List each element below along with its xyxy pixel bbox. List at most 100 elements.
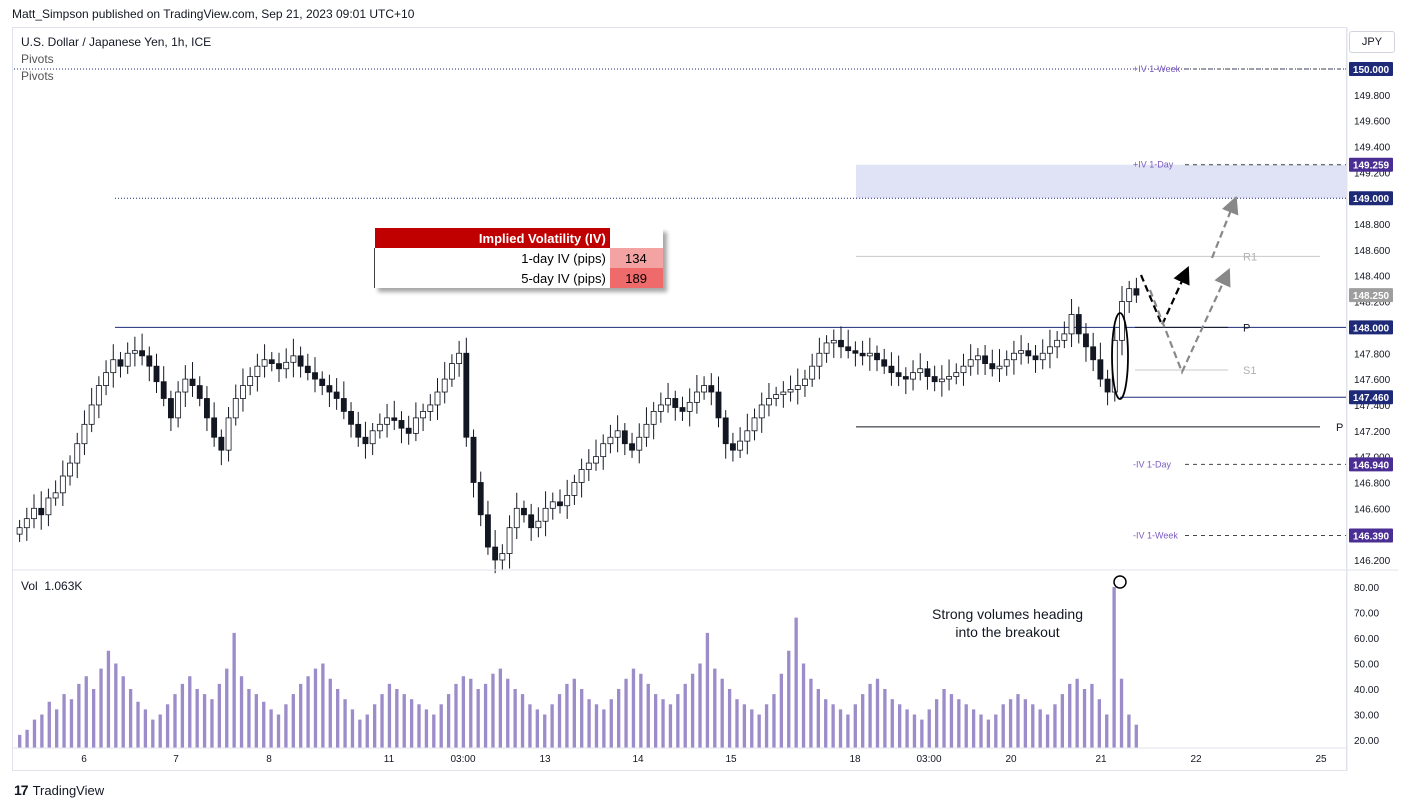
candle-body: [780, 391, 787, 396]
time-tick-label: 13: [539, 754, 551, 765]
candle-body: [1018, 350, 1025, 354]
price-tick-label: 149.400: [1354, 143, 1391, 154]
brand-name: TradingView: [32, 782, 105, 798]
price-label-text: 148.000: [1353, 323, 1390, 334]
candle-body: [960, 365, 967, 374]
candle-body: [470, 436, 477, 483]
candle-body: [715, 391, 722, 419]
candle-body: [549, 501, 556, 509]
candle-body: [167, 398, 174, 419]
candle-body: [1090, 346, 1097, 361]
volume-tick-label: 30.00: [1354, 711, 1379, 722]
candle-body: [1003, 359, 1010, 367]
candle-body: [1025, 350, 1032, 357]
candle-body: [614, 430, 621, 438]
candle-body: [427, 404, 434, 412]
time-tick-label: 21: [1095, 754, 1107, 765]
candle-body: [434, 391, 441, 406]
volume-tick-label: 40.00: [1354, 685, 1379, 696]
candle-body: [355, 423, 362, 438]
candle-body: [59, 475, 66, 494]
symbol-title[interactable]: U.S. Dollar / Japanese Yen, 1h, ICE: [21, 35, 212, 49]
candle-body: [535, 520, 542, 529]
price-tick-label: 148.600: [1354, 246, 1391, 257]
candle-body: [477, 482, 484, 516]
price-tick-label: 147.600: [1354, 375, 1391, 386]
candle-body: [276, 363, 282, 370]
scenario-arrow-gray-low: [1148, 268, 1231, 375]
candle-body: [376, 423, 383, 432]
candle-body: [485, 514, 491, 548]
candle-body: [23, 518, 30, 529]
time-tick-label: 6: [81, 754, 87, 765]
iv-row2-value: 189: [609, 268, 663, 288]
candle-body: [830, 339, 837, 344]
candle-body: [564, 494, 571, 507]
candle-body: [348, 411, 354, 425]
candle-body: [600, 443, 607, 458]
candle-body: [513, 507, 520, 529]
candle-body: [31, 507, 37, 520]
scenario-arrow-gray-high: [1210, 195, 1239, 259]
indicator-pivots-1[interactable]: Pivots: [21, 52, 54, 66]
candle-body: [312, 372, 318, 380]
candle-body: [290, 355, 297, 363]
candle-body: [693, 391, 700, 403]
price-label-box: [1349, 62, 1393, 76]
candle-body: [204, 398, 210, 419]
candle-body: [448, 363, 455, 380]
candle-body: [917, 368, 924, 374]
time-tick-label: 14: [632, 754, 644, 765]
price-tick-label: 148.400: [1354, 272, 1391, 283]
candle-body: [521, 507, 527, 516]
time-tick-label: 25: [1315, 754, 1327, 765]
candle-body: [1075, 314, 1082, 335]
candle-body: [571, 482, 578, 496]
candle-body: [67, 462, 73, 477]
iv-level-label-2: -IV 1-Day: [1133, 459, 1172, 469]
candle-body: [391, 417, 398, 421]
candle-body: [708, 385, 715, 393]
price-tick-label: 146.600: [1354, 504, 1391, 515]
candle-body: [1061, 333, 1068, 341]
time-tick-label: 03:00: [916, 754, 941, 765]
candle-body: [297, 355, 304, 367]
candle-body: [456, 352, 463, 364]
candle-body: [160, 381, 167, 399]
candle-body: [528, 514, 535, 529]
candle-body: [175, 391, 182, 419]
candle-body: [463, 352, 470, 438]
candle-body: [211, 417, 218, 438]
tradingview-logo[interactable]: 17 TradingView: [14, 782, 104, 798]
candle-body: [888, 365, 895, 374]
candle-body: [953, 372, 960, 377]
price-tick-label: 149.600: [1354, 117, 1391, 128]
time-tick-label: 22: [1190, 754, 1202, 765]
price-tick-label: 146.200: [1354, 556, 1391, 567]
candle-body: [189, 378, 196, 386]
indicator-pivots-2[interactable]: Pivots: [21, 69, 54, 83]
candle-body: [593, 456, 599, 464]
candle-body: [686, 401, 693, 412]
candle-body: [1010, 352, 1017, 361]
volume-title: Vol: [21, 579, 38, 593]
candle-body: [499, 553, 506, 561]
candle-body: [74, 443, 81, 464]
time-tick-label: 18: [849, 754, 861, 765]
candle-body: [665, 398, 671, 406]
volume-legend[interactable]: Vol 1.063K: [21, 579, 82, 593]
price-label-box: [1349, 157, 1393, 172]
candle-body: [557, 501, 563, 507]
candle-body: [823, 342, 830, 354]
candle-body: [938, 378, 945, 383]
candle-body: [124, 352, 131, 367]
candle-body: [1126, 288, 1133, 302]
candle-body: [924, 368, 931, 377]
currency-button[interactable]: JPY: [1349, 31, 1395, 53]
candle-body: [910, 372, 916, 380]
candle-body: [967, 359, 974, 367]
candle-body: [1104, 378, 1111, 393]
candle-body: [751, 417, 758, 432]
price-tick-label: 146.800: [1354, 478, 1391, 489]
